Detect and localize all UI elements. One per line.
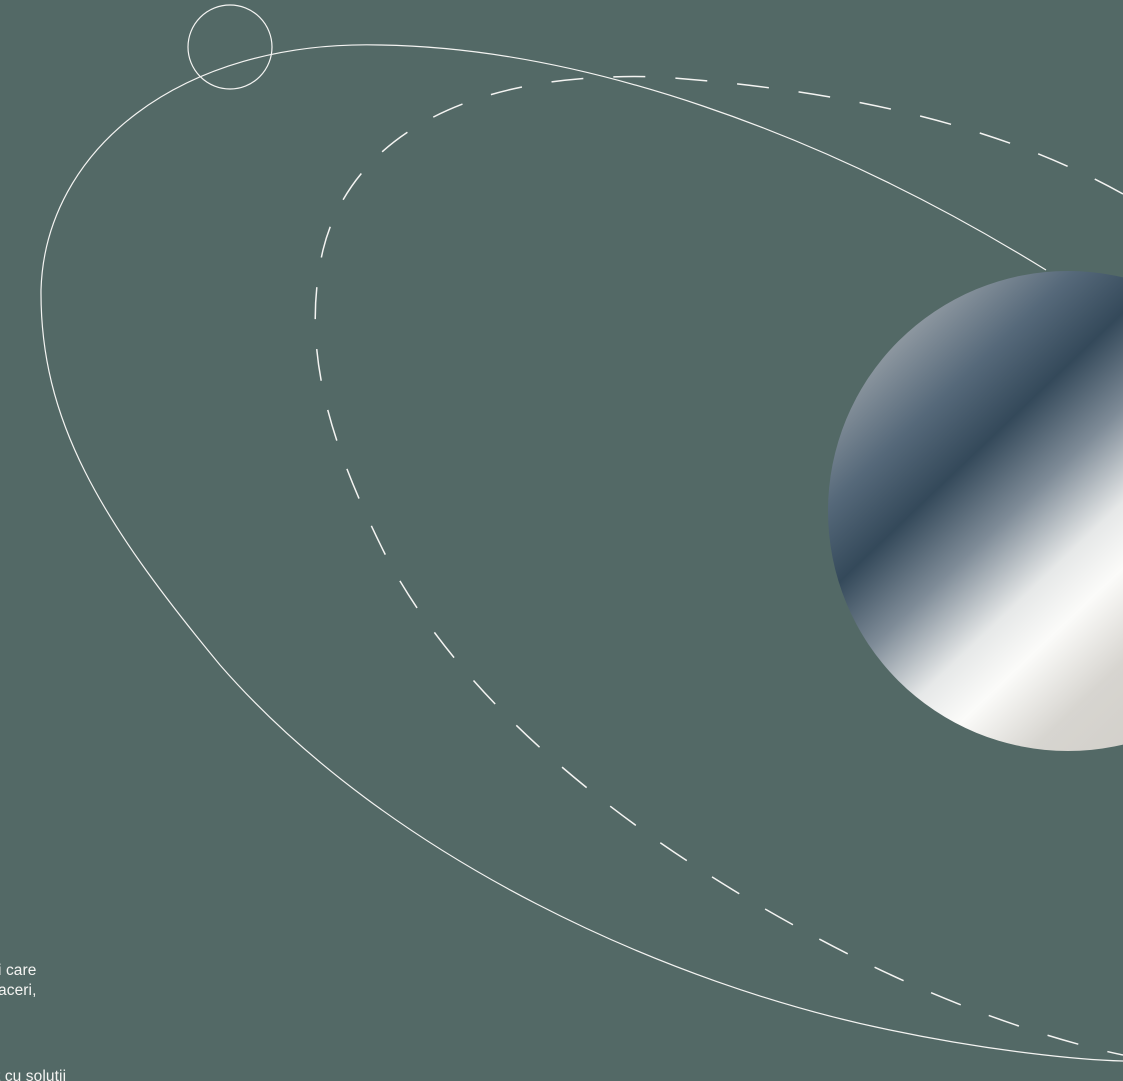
text-line-2: aceri, xyxy=(0,982,37,1000)
text-line-3: t cu solutii xyxy=(0,1068,66,1081)
text-line-1: i care xyxy=(0,962,37,980)
